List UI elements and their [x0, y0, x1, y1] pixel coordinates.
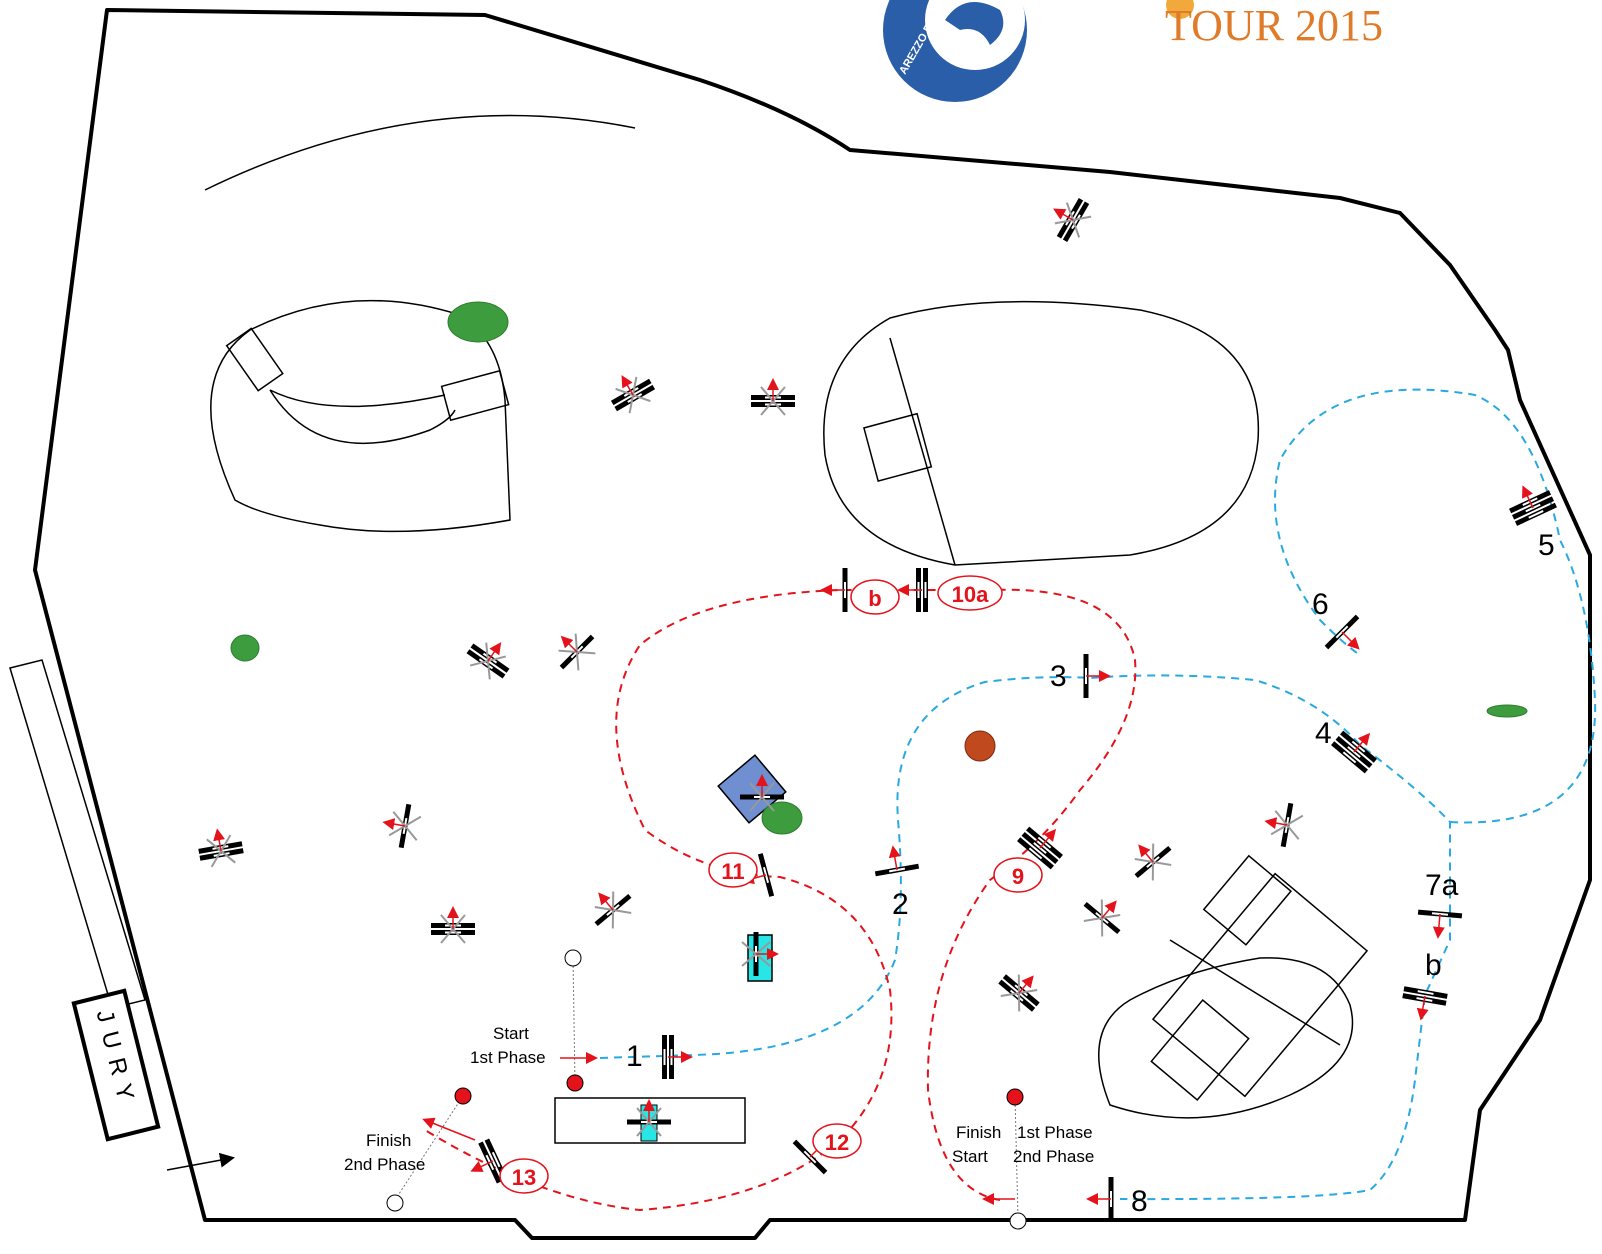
- finish2-flag-white: [386, 1194, 404, 1212]
- obstacle-13: [470, 1138, 508, 1184]
- start-2nd-label: Start: [952, 1147, 988, 1166]
- inactive-obstacle-8: [431, 906, 475, 944]
- jury-stand: JURY: [9, 659, 161, 1142]
- obstacle-label-8: 8: [1131, 1185, 1148, 1218]
- obstacle-7a: [1417, 909, 1463, 939]
- oval-10a: [937, 575, 1003, 611]
- obstacle-label-2: 2: [892, 888, 909, 921]
- oval-13: [499, 1158, 549, 1194]
- tree-4: [1486, 704, 1528, 718]
- oval-12: [812, 1123, 862, 1159]
- phase2-route: [424, 588, 1137, 1212]
- inactive-obstacle-9: [594, 891, 632, 929]
- inactive-obstacle-7: [382, 803, 422, 849]
- start-1st-phase-label: 1st Phase: [470, 1048, 546, 1067]
- tree-2: [230, 634, 260, 662]
- inactive-obstacles: [198, 197, 1304, 1137]
- inactive-obstacle-15: [740, 774, 784, 812]
- inactive-obstacle-4: [466, 642, 510, 680]
- start1-flag-red: [566, 1074, 584, 1092]
- obstacle-10a: [897, 568, 928, 612]
- obstacle-label-13: 13: [512, 1165, 536, 1190]
- obstacle-label-12: 12: [825, 1130, 849, 1155]
- obstacle-7b: [1402, 986, 1448, 1021]
- tree-3: [761, 801, 803, 835]
- bottom-right-structure: [1098, 854, 1369, 1119]
- inactive-obstacle-1: [1053, 197, 1092, 243]
- phase2-labels: 9 10a b 11 12 13: [499, 575, 1043, 1194]
- obstacle-1: [662, 1035, 693, 1079]
- obstacle-6: [1324, 614, 1360, 650]
- obstacle-label-9: 9: [1012, 864, 1024, 889]
- obstacle-10b: [820, 568, 848, 612]
- finish1-flag-white: [1009, 1212, 1027, 1230]
- obstacle-label-6: 6: [1312, 588, 1329, 621]
- entry-arrow: [166, 1152, 235, 1171]
- obstacle-label-10a: 10a: [952, 582, 989, 607]
- tour-logo: TOUR 2015: [1165, 0, 1383, 50]
- inactive-obstacle-6: [198, 828, 244, 868]
- tour-logo-text: TOUR 2015: [1165, 1, 1383, 50]
- tree-1: [447, 301, 509, 343]
- obstacle-9: [1017, 826, 1063, 870]
- phase1-loop: [1274, 388, 1597, 824]
- arena-boundary: [33, 8, 1592, 1240]
- start-2nd-phase-label: 2nd Phase: [1013, 1147, 1094, 1166]
- tree-group: [230, 301, 1528, 835]
- inactive-obstacle-16: [627, 1099, 671, 1137]
- active-obstacles: [470, 485, 1557, 1221]
- finish-2nd-phase-label: 2nd Phase: [344, 1155, 425, 1174]
- phase1-route: [599, 674, 1451, 1201]
- obstacle-2: [874, 845, 920, 877]
- finish-2nd-label: Finish: [366, 1131, 411, 1150]
- central-structure: [823, 300, 1260, 566]
- inactive-obstacle-14: [741, 932, 779, 976]
- inactive-obstacle-5: [558, 633, 596, 671]
- finish-1st-phase-label: 1st Phase: [1017, 1123, 1093, 1142]
- inactive-obstacle-10: [1134, 843, 1172, 881]
- obstacle-label-5: 5: [1538, 529, 1555, 562]
- inactive-obstacle-13: [998, 974, 1040, 1012]
- start-1st-label: Start: [493, 1024, 529, 1043]
- oval-11: [708, 852, 758, 888]
- obstacle-5: [1509, 485, 1557, 526]
- obstacle-label-3: 3: [1050, 660, 1067, 693]
- obstacle-3: [1083, 654, 1111, 698]
- inactive-obstacle-3: [751, 378, 795, 416]
- start1-flag-white: [564, 949, 582, 967]
- finish1-flag-red: [1006, 1088, 1024, 1106]
- start-finish-markers: [386, 949, 1027, 1230]
- obstacle-label-7a: 7a: [1425, 869, 1459, 902]
- obstacle-label-4: 4: [1315, 717, 1332, 750]
- oval-9: [993, 857, 1043, 893]
- finish-1st-label: Finish: [956, 1123, 1001, 1142]
- obstacle-label-1: 1: [626, 1040, 643, 1073]
- obstacle-8: [1086, 1177, 1114, 1221]
- track-arc: [204, 114, 636, 191]
- phase1-labels: 1 2 3 4 5 6 7a b 8: [626, 529, 1555, 1218]
- obstacle-label-11: 11: [721, 859, 744, 884]
- obstacle-label-10b: b: [868, 586, 881, 611]
- obstacle-4: [1331, 730, 1377, 774]
- inactive-obstacle-2: [610, 375, 656, 414]
- obstacle-label-7b: b: [1425, 949, 1442, 982]
- oval-10b: [850, 579, 900, 615]
- inactive-obstacle-12: [1264, 802, 1304, 848]
- club-logo: AREZZO EQUESTRIAN: [883, 0, 1027, 102]
- umbrella: [964, 730, 996, 762]
- inactive-obstacle-11: [1083, 899, 1121, 937]
- finish2-flag-red: [454, 1087, 472, 1105]
